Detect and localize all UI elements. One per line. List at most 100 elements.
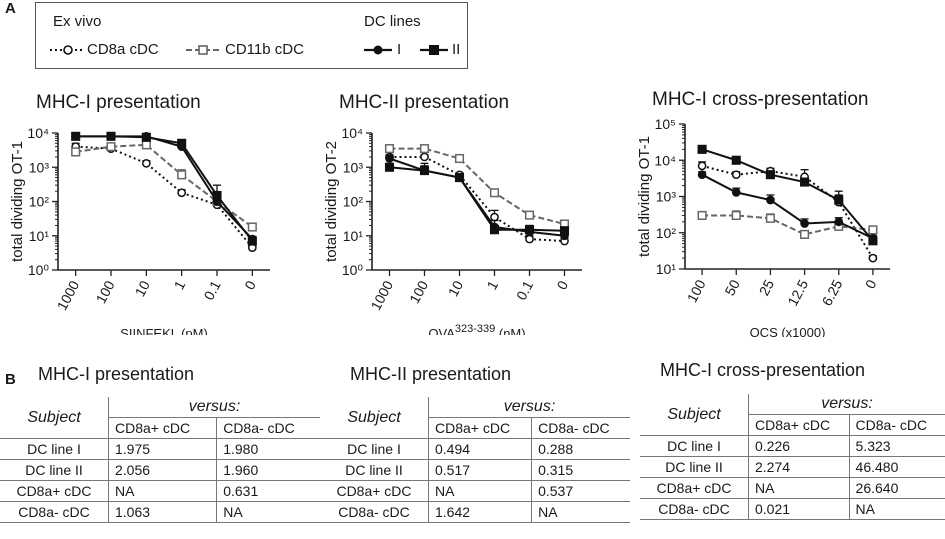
table-row: CD8a- cDC 1.063 NA: [0, 501, 320, 523]
data-point: [71, 131, 81, 141]
series-cd11b-cdc: [384, 144, 570, 229]
y-tick-label: 10⁰: [342, 262, 364, 278]
y-tick-label: 10⁴: [654, 152, 676, 168]
y-axis-label: total dividing OT-1: [636, 136, 653, 257]
data-point: [800, 229, 810, 239]
table-cell: 2.274: [748, 456, 850, 478]
x-tick-label: 1: [483, 278, 501, 293]
table-row-label: DC line I: [640, 435, 749, 457]
data-point: [106, 142, 116, 152]
series-line: [702, 214, 874, 236]
stat-table-mhc1: Subject versus: CD8a+ cDC CD8a- cDC DC l…: [0, 397, 320, 523]
table-subject-header: Subject: [640, 394, 749, 436]
chart1-title: MHC-I presentation: [36, 92, 201, 113]
y-tick-label: 10¹: [29, 228, 50, 244]
data-point: [385, 154, 394, 163]
table-row: DC line I 0.226 5.323: [640, 435, 945, 457]
legend: Ex vivo DC lines CD8a cDC CD11b cDC I II: [35, 2, 468, 69]
data-point: [731, 155, 741, 165]
table-col-header: CD8a+ cDC: [108, 417, 218, 439]
table-cell: 0.494: [428, 438, 533, 460]
data-point: [141, 132, 151, 142]
table-col-header: CD8a- cDC: [531, 417, 630, 439]
data-point: [697, 210, 707, 221]
x-tick-label: 1000: [54, 278, 83, 313]
table-row-label: CD8a- cDC: [640, 498, 749, 520]
data-point: [525, 234, 534, 244]
series-cd11b-cdc: [697, 210, 878, 239]
legend-cd8a-marker: [63, 45, 73, 55]
table-row: CD8a- cDC 0.021 NA: [640, 498, 945, 520]
series-line: [389, 155, 565, 243]
table-cell: 26.640: [849, 477, 945, 499]
data-point: [765, 170, 775, 180]
data-point: [731, 188, 741, 197]
series-cd11b-cdc: [71, 140, 257, 232]
table-cell: 0.631: [216, 480, 320, 502]
table-row-label: DC line II: [0, 459, 109, 481]
series-ii: [697, 144, 878, 246]
table-cell: 0.288: [531, 438, 630, 460]
x-tick-label: 100: [684, 277, 709, 305]
y-axis-label: total dividing OT-2: [323, 141, 340, 262]
table-cell: NA: [216, 501, 320, 523]
panel-label-b: B: [5, 371, 16, 388]
table-row-label: CD8a- cDC: [0, 501, 109, 523]
table-row-label: CD8a+ cDC: [320, 480, 429, 502]
x-tick-label: 0.1: [513, 278, 536, 303]
x-tick-label: 0: [553, 278, 571, 293]
data-point: [141, 158, 151, 168]
table-row: DC line II 2.274 46.480: [640, 456, 945, 478]
data-point: [141, 140, 151, 150]
table-row-label: DC line II: [320, 459, 429, 481]
table-row-label: DC line I: [0, 438, 109, 460]
data-point: [834, 217, 844, 227]
y-tick-label: 10⁵: [655, 116, 676, 132]
table-row: CD8a+ cDC NA 26.640: [640, 477, 945, 499]
x-tick-label: 0.1: [200, 278, 223, 303]
series-line: [75, 143, 253, 228]
x-tick-label: 10: [445, 278, 467, 299]
table-row-label: DC line I: [320, 438, 429, 460]
table-row-label: CD8a+ cDC: [640, 477, 749, 499]
data-point: [177, 188, 187, 198]
y-tick-label: 10⁰: [28, 262, 50, 278]
table-cell: NA: [108, 480, 218, 502]
table-row-label: DC line II: [640, 456, 749, 478]
table-col-header: CD8a+ cDC: [428, 417, 533, 439]
table-cell: NA: [748, 477, 850, 499]
data-point: [766, 195, 775, 205]
table-row: DC line I 1.975 1.980: [0, 438, 320, 460]
legend-line1-marker: [373, 45, 383, 55]
series-ii: [71, 131, 257, 246]
table-row: DC line I 0.494 0.288: [320, 438, 630, 460]
series-line: [389, 147, 565, 225]
legend-label-cd11b: CD11b cDC: [225, 41, 304, 58]
data-point: [454, 173, 465, 183]
table-row: DC line II 2.056 1.960: [0, 459, 320, 481]
series-line: [75, 145, 254, 249]
table-subject-header: Subject: [320, 397, 429, 439]
table-row-label: CD8a+ cDC: [0, 480, 109, 502]
table-row: DC line II 0.517 0.315: [320, 459, 630, 481]
series-line: [75, 135, 254, 242]
table-col-header: CD8a- cDC: [849, 414, 945, 436]
data-point: [731, 210, 741, 221]
table-cell: 1.960: [216, 459, 320, 481]
table3-title: MHC-I cross-presentation: [660, 360, 866, 380]
legend-symbols: [50, 45, 448, 55]
table-versus-header: versus:: [108, 397, 320, 418]
data-point: [731, 170, 741, 180]
table2-title: MHC-II presentation: [350, 364, 512, 384]
data-point: [524, 225, 535, 235]
data-point: [419, 144, 430, 154]
table-cell: NA: [849, 498, 945, 520]
table1-title: MHC-I presentation: [38, 364, 195, 384]
y-tick-label: 10³: [29, 159, 50, 175]
data-point: [524, 210, 535, 220]
table-versus-header: versus:: [748, 394, 945, 415]
series-cd8a-cdc: [385, 152, 569, 246]
data-point: [868, 253, 878, 263]
